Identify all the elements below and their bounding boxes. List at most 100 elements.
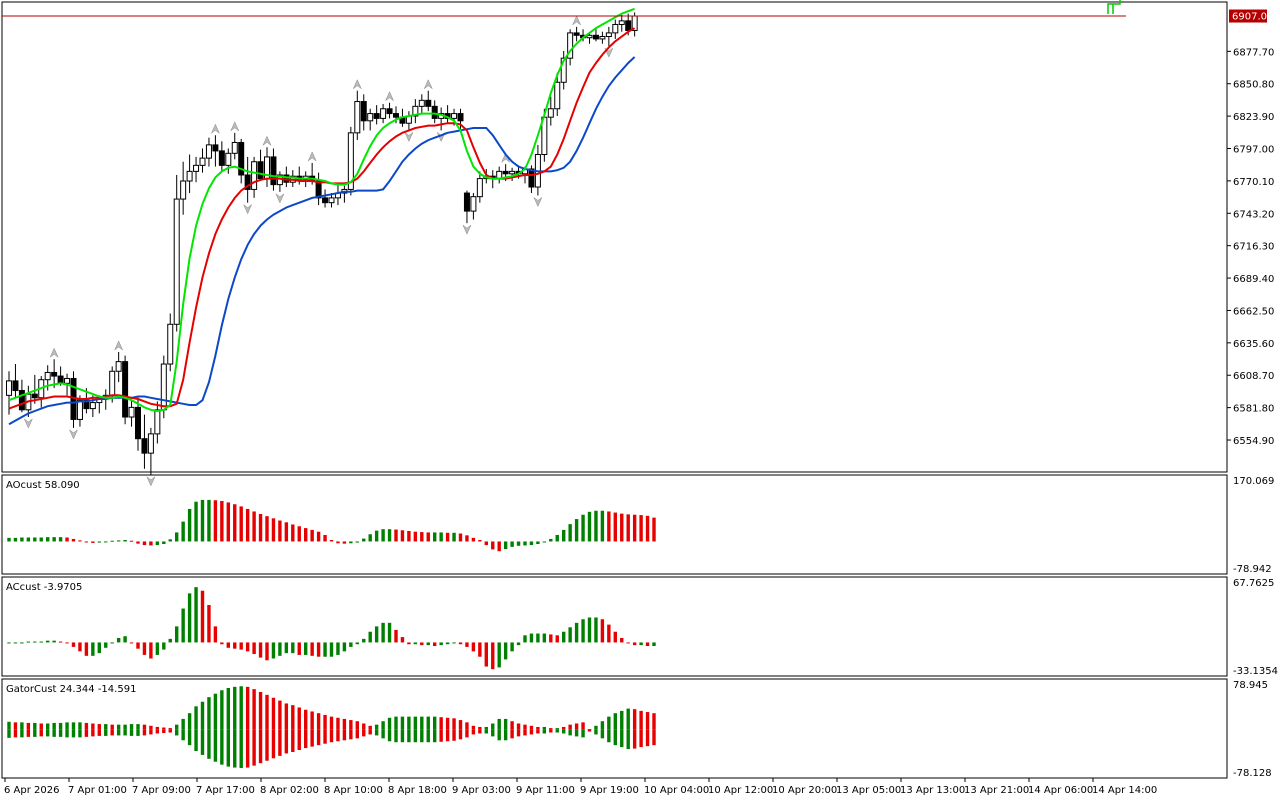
gator-upper-bar: [181, 718, 185, 730]
ac-pane[interactable]: [7, 587, 656, 670]
ao-bar: [226, 502, 230, 542]
gator-lower-bar: [123, 729, 127, 736]
gator-upper-bar: [187, 713, 192, 730]
ao-bar: [33, 537, 37, 542]
gator-lower-bar: [168, 729, 172, 733]
ao-bar: [420, 532, 424, 542]
gator-upper-bar: [155, 726, 160, 730]
candle-body: [257, 161, 264, 180]
gator-lower-bar: [78, 729, 82, 738]
ao-bar: [136, 541, 140, 544]
gator-upper-bar: [46, 723, 50, 730]
ac-bar: [291, 642, 295, 654]
gator-upper-bar: [355, 721, 359, 730]
ac-bar: [452, 642, 456, 644]
ac-bar: [110, 642, 114, 644]
ac-bar: [587, 617, 592, 643]
ac-bar: [304, 642, 308, 655]
price-tick-label: 6662.50: [1233, 306, 1274, 317]
fractal-up-icon: [262, 135, 272, 147]
gator-upper-bar: [52, 722, 56, 730]
candle-body: [554, 81, 561, 110]
gator-lower-bar: [362, 729, 366, 737]
ao-bar: [645, 515, 650, 542]
gator-upper-bar: [71, 722, 76, 730]
ao-bar: [632, 514, 637, 542]
ao-bar: [13, 537, 18, 542]
ao-pane[interactable]: [7, 499, 656, 552]
gator-upper-bar: [478, 726, 482, 730]
ao-bar: [426, 532, 430, 542]
gator-upper-bar: [362, 723, 366, 730]
ac-bar: [336, 642, 340, 655]
gator-upper-bar: [342, 718, 347, 730]
ao-bar: [387, 529, 392, 542]
gator-lower-bar: [587, 729, 592, 732]
gator-lower-bar: [349, 729, 353, 740]
gator-upper-bar: [220, 690, 224, 730]
time-tick-label: 9 Apr 19:00: [580, 785, 639, 796]
ao-bar: [284, 522, 289, 542]
ac-bar: [323, 642, 327, 657]
ao-bar: [78, 540, 82, 542]
ac-bar: [407, 642, 411, 645]
ao-bar: [478, 540, 482, 542]
fractal-up-icon: [571, 15, 582, 26]
gator-lower-bar: [503, 729, 508, 741]
gator-upper-bar: [78, 722, 82, 730]
gator-upper-bar: [58, 722, 63, 730]
fractal-up-icon: [307, 151, 317, 162]
ao-bar: [271, 518, 276, 542]
ac-bar: [342, 642, 347, 652]
gator-upper-bar: [523, 724, 527, 730]
gator-lower-bar: [65, 729, 69, 738]
gator-upper-bar: [452, 718, 456, 730]
ao-bar: [542, 541, 547, 543]
gator-upper-bar: [458, 720, 463, 730]
ao-bar: [568, 524, 572, 542]
ac-bar: [574, 622, 579, 643]
candle-body: [173, 198, 180, 325]
fractal-down-icon: [462, 224, 472, 235]
ao-bar: [536, 541, 540, 544]
gator-lower-bar: [271, 729, 276, 759]
ac-bar: [607, 624, 611, 643]
ac-bar: [7, 642, 11, 644]
ao-bar: [355, 541, 359, 543]
ao-bar: [381, 529, 385, 542]
ac-bar: [355, 642, 359, 645]
time-tick-label: 10 Apr 20:00: [772, 785, 837, 796]
ao-bar: [278, 520, 282, 542]
gator-upper-bar: [116, 724, 121, 730]
gator-upper-bar: [394, 716, 398, 730]
gator-lower-bar: [149, 729, 153, 735]
gator-upper-bar: [510, 721, 514, 730]
candle-body: [618, 20, 625, 25]
gator-lower-bar: [394, 729, 398, 743]
ao-bar: [581, 514, 585, 542]
ac-pane-frame: [1, 576, 1228, 677]
candle-body: [457, 113, 464, 122]
gator-pane[interactable]: [7, 686, 656, 769]
ao-bar: [516, 541, 521, 546]
candle-body: [186, 170, 193, 182]
price-tick-label: 6743.20: [1233, 209, 1274, 220]
gator-label: GatorCust 24.344 -14.591: [6, 684, 136, 695]
price-pane[interactable]: [6, 7, 638, 487]
gator-lower-bar: [162, 729, 166, 733]
ac-bar: [439, 642, 443, 646]
ao-axis-max: 170.069: [1233, 476, 1274, 487]
ao-bar: [194, 501, 198, 542]
time-tick-label: 7 Apr 01:00: [68, 785, 127, 796]
ao-bar: [207, 499, 211, 542]
time-tick-label: 10 Apr 12:00: [708, 785, 773, 796]
ao-bar: [220, 500, 224, 542]
candle-body: [412, 105, 419, 117]
gator-lower-bar: [104, 729, 108, 736]
gator-lower-bar: [71, 729, 76, 738]
ao-bar: [258, 513, 263, 542]
ao-bar: [329, 540, 334, 542]
candle-body: [270, 156, 277, 186]
ac-bar: [613, 631, 617, 643]
